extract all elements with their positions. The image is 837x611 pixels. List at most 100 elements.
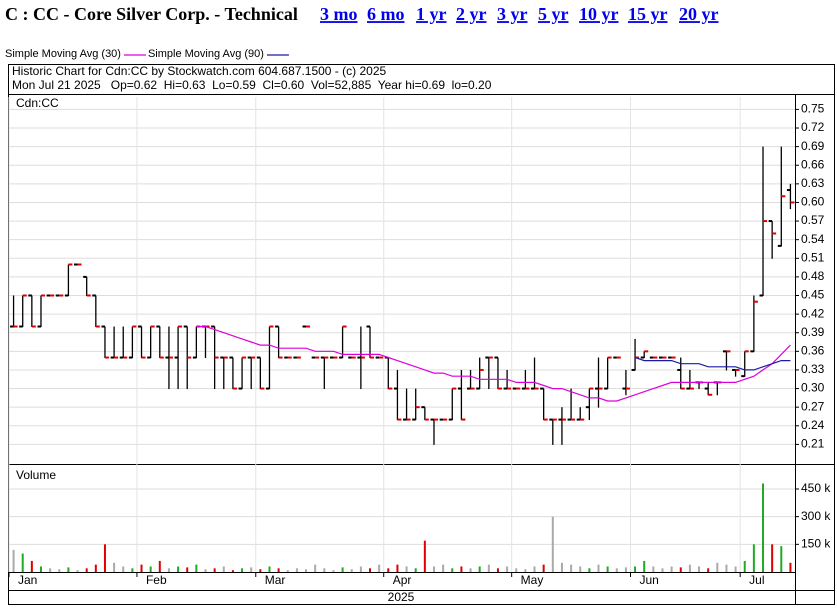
volume-bar [341, 567, 344, 572]
page-title: C : CC - Core Silver Corp. - Technical [5, 4, 298, 24]
volume-bar [725, 564, 728, 572]
y-tick-label: 0.72 [801, 120, 825, 134]
volume-bar [688, 564, 691, 572]
volume-bar [743, 560, 746, 572]
x-tick-label: May [521, 573, 544, 587]
volume-bar [396, 564, 399, 572]
volume-bar [250, 567, 253, 572]
y-tick-label: 0.45 [801, 288, 825, 302]
volume-bar [177, 566, 180, 572]
volume-bar [789, 562, 792, 572]
y-tick-label: 0.42 [801, 306, 825, 320]
y-tick-label: 0.57 [801, 213, 825, 227]
volume-bar [442, 564, 445, 572]
volume-bar [752, 544, 755, 572]
volume-bar [39, 566, 42, 572]
volume-bar [204, 569, 207, 572]
volume-bar [94, 564, 97, 572]
legend: Simple Moving Avg (30) Simple Moving Avg … [5, 48, 289, 60]
volume-bar [579, 566, 582, 572]
volume-bar [451, 568, 454, 572]
y-tick-label: 0.75 [801, 102, 825, 116]
volume-bar [158, 560, 161, 572]
chart-subtitle: Mon Jul 21 2025 Op=0.62 Hi=0.63 Lo=0.59 … [12, 78, 492, 92]
volume-bar [506, 566, 509, 572]
legend-label: Simple Moving Avg (30) [5, 48, 121, 60]
period-link[interactable]: 3 mo [320, 4, 358, 24]
volume-bar [387, 568, 390, 572]
period-link[interactable]: 10 yr [579, 4, 619, 24]
volume-bar [131, 568, 134, 572]
volume-bar [30, 560, 33, 572]
volume-bar [707, 568, 710, 572]
x-tick-label: Jun [639, 573, 658, 587]
volume-bar [615, 568, 618, 572]
volume-bar [241, 568, 244, 572]
volume-bar [332, 570, 335, 572]
volume-bar [597, 564, 600, 572]
volume-bar [780, 546, 783, 572]
y-tick-label: 150 k [801, 536, 831, 550]
volume-bar [698, 566, 701, 572]
volume-bar [369, 568, 372, 572]
volume-bar [58, 569, 61, 572]
period-link[interactable]: 2 yr [456, 4, 487, 24]
volume-bar [515, 568, 518, 572]
volume-bar [85, 568, 88, 572]
volume-bar [67, 567, 70, 572]
y-tick-label: 0.24 [801, 418, 825, 432]
volume-bar [679, 567, 682, 572]
volume-bar [21, 553, 24, 572]
period-links: 3 mo 6 mo 1 yr 2 yr 3 yr 5 yr 10 yr 15 yr 20 yr [320, 4, 719, 24]
volume-bar [560, 562, 563, 572]
y-tick-label: 0.66 [801, 157, 825, 171]
volume-bar [76, 570, 79, 572]
volume-bar [12, 549, 15, 572]
volume-bar [432, 566, 435, 572]
x-tick-label: Apr [393, 573, 412, 587]
period-link[interactable]: 15 yr [628, 4, 668, 24]
volume-bar [414, 568, 417, 572]
volume-bar [405, 566, 408, 572]
volume-bar [359, 566, 362, 572]
volume-bar [624, 567, 627, 572]
x-tick-label: Feb [146, 573, 167, 587]
volume-bar [140, 564, 143, 572]
period-link[interactable]: 1 yr [416, 4, 447, 24]
volume-bar [634, 566, 637, 572]
volume-bar [350, 569, 353, 572]
volume-bar [113, 562, 116, 572]
volume-bar [542, 564, 545, 572]
volume-bar [314, 564, 317, 572]
volume-bar [167, 568, 170, 572]
x-tick-label: Jul [749, 573, 764, 587]
volume-bar [423, 540, 426, 572]
y-tick-label: 300 k [801, 509, 831, 523]
x-axis-label: 2025 [388, 590, 415, 604]
period-link[interactable]: 3 yr [497, 4, 528, 24]
volume-bar [268, 566, 271, 572]
volume-bar [323, 568, 326, 572]
y-tick-label: 0.51 [801, 250, 825, 264]
period-link[interactable]: 5 yr [538, 4, 569, 24]
y-tick-label: 0.69 [801, 139, 825, 153]
volume-bar [195, 564, 198, 572]
volume-bar [213, 568, 216, 572]
volume-bar [670, 566, 673, 572]
volume-bar [496, 568, 499, 572]
volume-bar [469, 568, 472, 572]
y-tick-label: 0.63 [801, 176, 825, 190]
moving-average [634, 356, 791, 371]
volume-bar [277, 568, 280, 572]
period-link[interactable]: 6 mo [367, 4, 405, 24]
y-tick-label: 0.21 [801, 437, 825, 451]
volume-bar [551, 516, 554, 572]
volume-bar [487, 564, 490, 572]
period-link[interactable]: 20 yr [679, 4, 719, 24]
y-tick-label: 0.30 [801, 381, 825, 395]
volume-bar [259, 569, 262, 572]
volume-bar [762, 483, 765, 572]
y-tick-label: 0.54 [801, 232, 825, 246]
panel-label: Cdn:CC [16, 96, 59, 110]
